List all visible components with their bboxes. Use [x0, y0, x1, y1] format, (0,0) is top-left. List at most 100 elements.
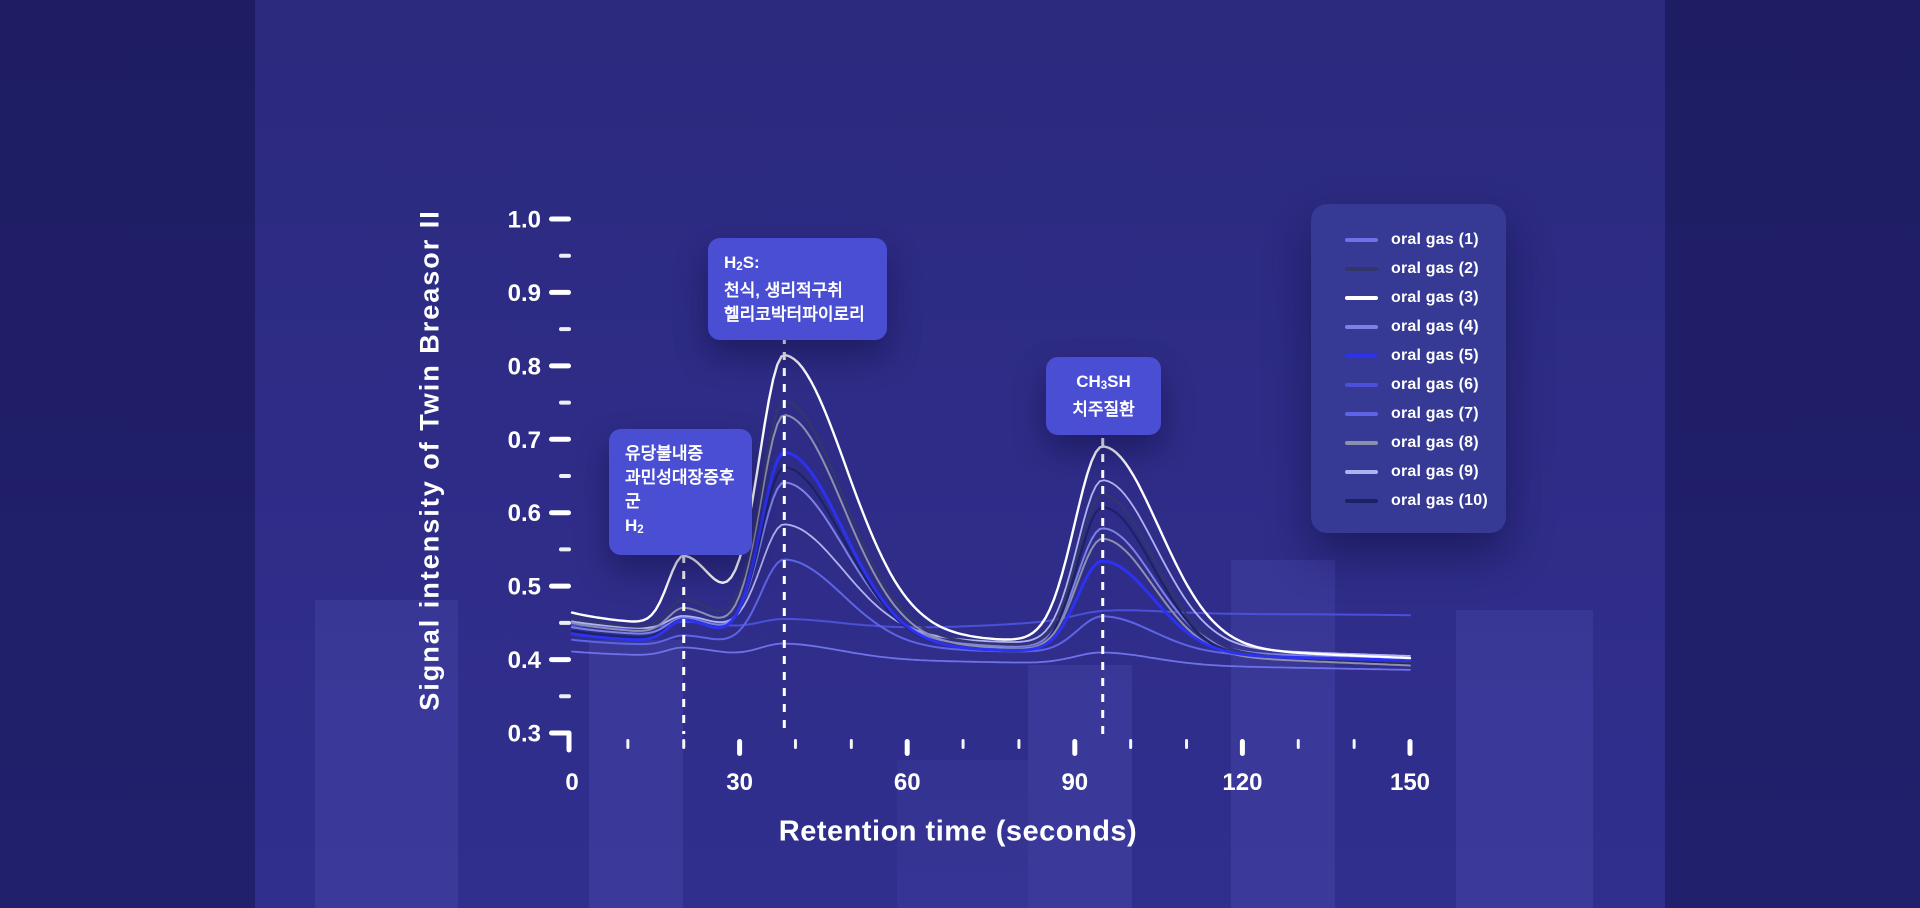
legend-swatch-line: [1345, 237, 1378, 242]
x-minor-tick: [1129, 739, 1133, 749]
legend-label: oral gas (7): [1391, 404, 1479, 422]
annotation-text-line: H2S:: [724, 253, 760, 274]
x-tick-label: 120: [1222, 769, 1262, 796]
y-tick-label: 0.6: [508, 500, 541, 527]
y-major-tick: [549, 730, 571, 736]
legend-label: oral gas (6): [1391, 375, 1479, 393]
x-tick-label: 60: [894, 769, 921, 796]
legend-label: oral gas (9): [1391, 462, 1479, 480]
legend-item: oral gas (9): [1345, 457, 1506, 486]
x-major-tick: [1239, 739, 1245, 756]
x-major-tick: [904, 739, 910, 756]
y-axis-title: Signal intensity of Twin Breasor II: [414, 209, 445, 711]
x-tick-label: 150: [1390, 769, 1430, 796]
y-major-tick: [549, 216, 571, 222]
y-tick-label: 0.3: [508, 721, 541, 748]
y-tick-label: 0.8: [508, 353, 541, 380]
background-bar: [315, 600, 458, 908]
y-tick-label: 0.4: [508, 647, 542, 674]
y-minor-tick: [559, 253, 571, 258]
series-line-1: [571, 642, 1411, 671]
y-tick-label: 0.5: [508, 574, 541, 601]
y-minor-tick: [559, 620, 571, 625]
legend-item: oral gas (3): [1345, 283, 1506, 312]
x-minor-tick: [626, 739, 630, 749]
y-minor-tick: [559, 474, 571, 479]
x-tick-label: 30: [726, 769, 753, 796]
x-major-tick: [1072, 739, 1078, 756]
y-major-tick: [549, 363, 571, 369]
x-minor-tick: [1352, 739, 1356, 749]
legend-item: oral gas (7): [1345, 399, 1506, 428]
legend-item: oral gas (4): [1345, 312, 1506, 341]
y-major-tick: [549, 510, 571, 516]
legend-swatch-line: [1345, 353, 1378, 358]
background-bar: [589, 640, 683, 908]
annotation-text-line: 천식, 생리적구취: [724, 281, 843, 301]
legend-item: oral gas (8): [1345, 428, 1506, 457]
annotation-text-line: 유당불내증: [625, 444, 704, 463]
x-minor-tick: [793, 739, 797, 749]
legend-label: oral gas (8): [1391, 433, 1479, 451]
legend-item: oral gas (1): [1345, 225, 1506, 254]
series-line-4: [571, 481, 1411, 660]
legend-swatch-line: [1345, 295, 1378, 300]
y-major-tick: [549, 583, 571, 589]
background-bar: [1456, 610, 1593, 908]
legend-item: oral gas (5): [1345, 341, 1506, 370]
legend-label: oral gas (3): [1391, 288, 1479, 306]
y-major-tick: [549, 289, 571, 295]
background-dark-column-right: [1665, 0, 1920, 908]
legend-item: oral gas (10): [1345, 486, 1506, 515]
annotation-text-line: H2: [625, 516, 644, 537]
x-tick-label: 0: [565, 769, 578, 796]
y-tick-label: 0.7: [508, 427, 541, 454]
legend-label: oral gas (5): [1391, 346, 1479, 364]
background-dark-column-left: [0, 0, 255, 908]
x-major-tick: [737, 739, 743, 756]
legend-swatch-line: [1345, 324, 1378, 329]
annotation-text-line: 헬리코박터파이로리: [724, 305, 865, 325]
legend-swatch-line: [1345, 382, 1378, 387]
annotation-text-line: CH3SH: [1076, 372, 1131, 393]
legend-swatch-line: [1345, 498, 1378, 503]
legend-label: oral gas (4): [1391, 317, 1479, 335]
x-minor-tick: [961, 739, 965, 749]
series-line-5: [570, 451, 1412, 662]
x-minor-tick: [1185, 739, 1189, 749]
legend-swatch-line: [1345, 411, 1378, 416]
legend-label: oral gas (2): [1391, 259, 1479, 277]
legend-swatch-line: [1345, 469, 1378, 474]
background-bar: [897, 760, 1028, 908]
x-minor-tick: [1296, 739, 1300, 749]
x-axis-title: Retention time (seconds): [778, 815, 1138, 848]
y-tick-label: 1.0: [508, 207, 541, 234]
y-tick-label: 0.9: [508, 280, 541, 307]
y-minor-tick: [559, 327, 571, 332]
y-minor-tick: [559, 400, 571, 405]
x-minor-tick: [682, 739, 686, 749]
x-tick-label: 90: [1061, 769, 1088, 796]
annotation-text-line: 과민성대장증후군: [625, 468, 735, 511]
legend-label: oral gas (1): [1391, 230, 1479, 248]
y-major-tick: [549, 436, 571, 442]
series-line-8: [571, 414, 1411, 667]
legend-panel: oral gas (1) oral gas (2) oral gas (3) oral…: [1311, 204, 1506, 533]
legend-label: oral gas (10): [1391, 491, 1488, 509]
legend-item: oral gas (6): [1345, 370, 1506, 399]
annotation-text-line: 치주질환: [1072, 400, 1135, 420]
legend-item: oral gas (2): [1345, 254, 1506, 283]
x-minor-tick: [849, 739, 853, 749]
legend-swatch-line: [1345, 266, 1378, 271]
x-major-tick: [1407, 739, 1413, 756]
legend-swatch-line: [1345, 440, 1378, 445]
y-minor-tick: [559, 547, 571, 552]
y-major-tick: [549, 657, 571, 663]
x-minor-tick: [1017, 739, 1021, 749]
annotation-box-ch3sh: CH3SH 치주질환: [1046, 357, 1161, 436]
series-line-3: [570, 353, 1412, 660]
